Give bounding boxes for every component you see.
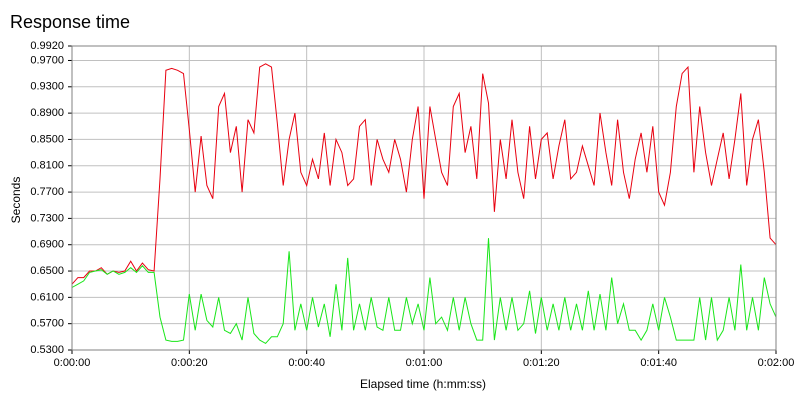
y-axis-label: Seconds (9, 177, 23, 224)
x-tick-label: 0:00:00 (54, 357, 91, 369)
series-line-green (71, 238, 777, 345)
y-tick-label: 0.7300 (30, 212, 64, 224)
y-tick-label: 0.8100 (30, 160, 64, 172)
y-tick-label: 0.8900 (30, 107, 64, 119)
y-tick-label: 0.7700 (30, 186, 64, 198)
y-tick-labels: 0.5300 0.5700 0.6100 0.6500 0.6900 0.7300 0.77… (30, 40, 64, 356)
y-tick-label: 0.8500 (30, 133, 64, 145)
plot-frame (71, 45, 777, 351)
x-tick-labels: 0:00:00 0:00:20 0:00:40 0:01:00 0:01:20 0:01:… (54, 357, 795, 369)
x-tick-label: 0:01:40 (640, 357, 677, 369)
x-tick-label: 0:00:20 (171, 357, 208, 369)
x-tick-label: 0:02:00 (758, 357, 795, 369)
grid-layer (68, 45, 777, 354)
series-line-red (71, 63, 777, 285)
y-tick-label: 0.9300 (30, 81, 64, 93)
y-tick-label: 0.6100 (30, 291, 64, 303)
frame-layer (71, 45, 777, 351)
y-tick-label: 0.5300 (30, 344, 64, 356)
y-tick-label: 0.9920 (30, 40, 64, 52)
y-tick-label: 0.6900 (30, 239, 64, 251)
y-tick-label: 0.6500 (30, 265, 64, 277)
x-tick-label: 0:01:00 (406, 357, 443, 369)
x-axis-label: Elapsed time (h:mm:ss) (360, 377, 486, 391)
y-tick-label: 0.5700 (30, 318, 64, 330)
series-layer (71, 63, 777, 345)
x-tick-label: 0:01:20 (523, 357, 560, 369)
y-tick-label: 0.9700 (30, 54, 64, 66)
chart-title: Response time (10, 12, 131, 32)
x-tick-label: 0:00:40 (288, 357, 325, 369)
